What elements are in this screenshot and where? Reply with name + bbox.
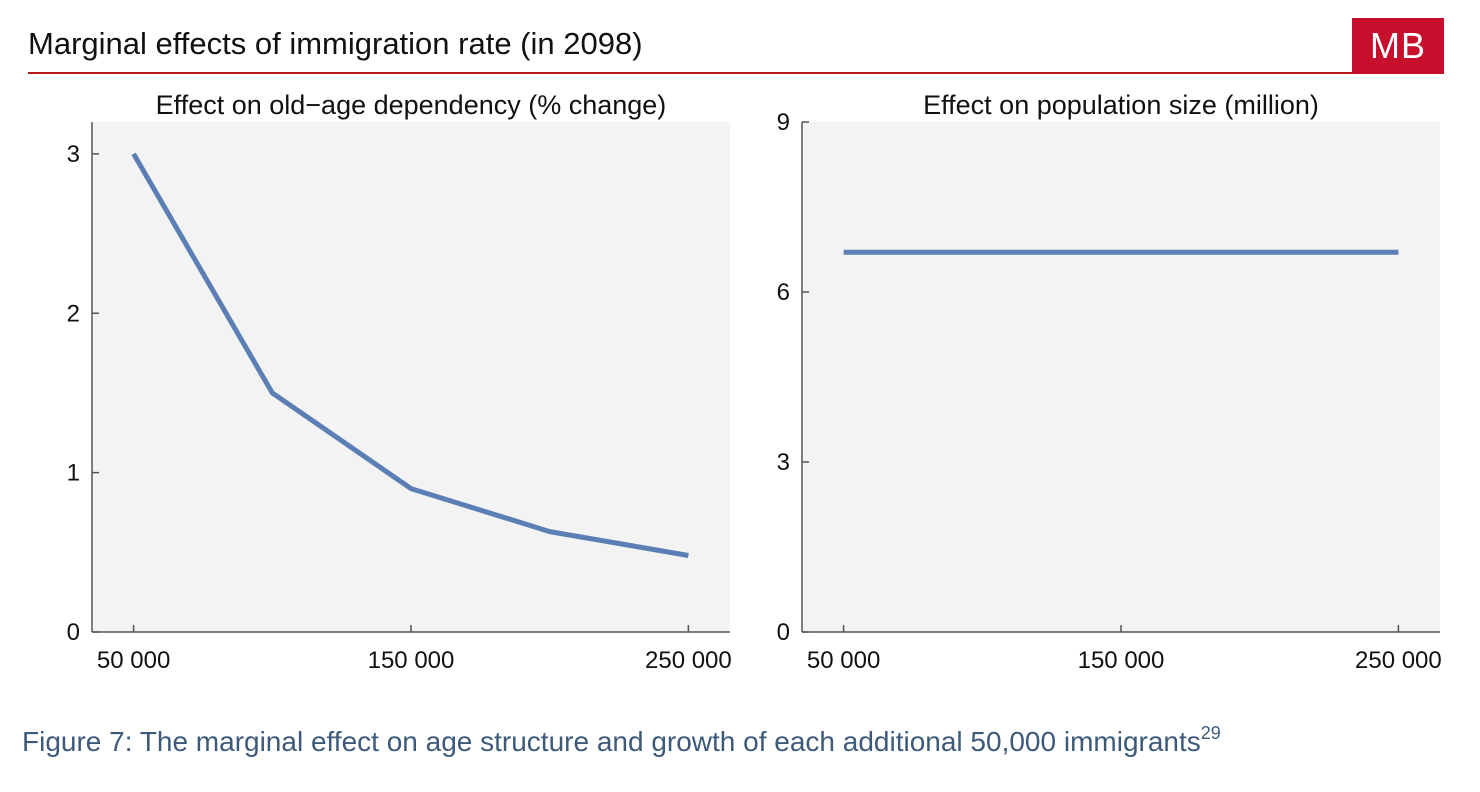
x-tick-label: 250 000 xyxy=(645,647,732,674)
y-tick-label: 3 xyxy=(67,141,80,168)
chart-title: Effect on population size (million) xyxy=(923,90,1319,120)
caption-footnote: 29 xyxy=(1200,723,1221,743)
x-tick-label: 150 000 xyxy=(1078,647,1165,674)
series-line-1 xyxy=(131,152,689,558)
header-divider xyxy=(28,72,1444,74)
x-tick-label: 50 000 xyxy=(807,647,880,674)
plot-background xyxy=(802,122,1440,632)
logo-text: MB xyxy=(1370,25,1426,66)
y-tick-label: 1 xyxy=(67,460,80,487)
charts-figure: Effect on old−age dependency (% change) 0… xyxy=(67,90,1442,674)
brand-logo: MB xyxy=(1352,18,1444,74)
y-tick-label: 3 xyxy=(777,449,790,476)
y-tick-label: 0 xyxy=(777,619,790,646)
chart-title: Effect on old−age dependency (% change) xyxy=(156,90,667,120)
chart-panel-1: Effect on old−age dependency (% change) 0… xyxy=(67,90,732,674)
plot-background xyxy=(92,122,730,632)
x-tick-label: 150 000 xyxy=(368,647,455,674)
caption-text: Figure 7: The marginal effect on age str… xyxy=(22,726,1201,757)
figure-caption: Figure 7: The marginal effect on age str… xyxy=(22,723,1221,758)
chart-panel-2: Effect on population size (million) 0 3 6 9 5… xyxy=(777,90,1442,674)
y-tick-label: 6 xyxy=(777,279,790,306)
x-tick-label: 250 000 xyxy=(1355,647,1442,674)
y-tick-label: 9 xyxy=(777,109,790,136)
y-tick-label: 0 xyxy=(67,619,80,646)
y-tick-label: 2 xyxy=(67,300,80,327)
x-tick-label: 50 000 xyxy=(97,647,170,674)
page-title: Marginal effects of immigration rate (in… xyxy=(28,26,643,61)
